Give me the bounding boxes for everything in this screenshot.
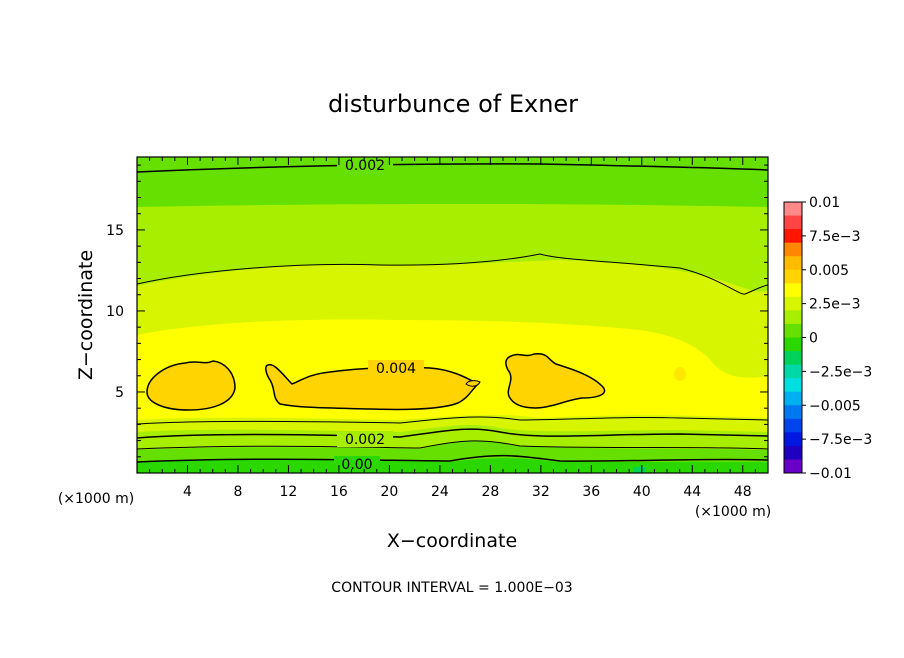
- colorbar: 0.01 7.5e−3 0.005 2.5e−3 0 −2.5e−3 −0.005 −7.5e…: [783, 195, 872, 482]
- y-axis: 5 10 15: [106, 164, 768, 458]
- colorbar-swatch: [784, 215, 802, 230]
- x-tick-label: 44: [683, 484, 701, 500]
- y-tick-label: 10: [106, 304, 124, 320]
- colorbar-swatch: [784, 310, 802, 325]
- contour-line-low-4: [137, 454, 768, 463]
- colorbar-swatch: [784, 242, 802, 257]
- y-tick-label: 15: [106, 223, 124, 239]
- colorbar-swatch: [784, 459, 802, 474]
- x-tick-label: 40: [633, 484, 651, 500]
- contour-line-top: [137, 163, 768, 173]
- x-tick-label: 12: [280, 484, 298, 500]
- colorbar-swatch: [784, 296, 802, 311]
- contour-interval-note: CONTOUR INTERVAL = 1.000E−03: [331, 580, 572, 596]
- x-tick-label: 32: [532, 484, 550, 500]
- contour-label-bg: [337, 431, 393, 447]
- colorbar-label: −7.5e−3: [809, 432, 872, 448]
- y-axis-title: Z−coordinate: [75, 250, 97, 380]
- y-tick-label: 5: [115, 385, 124, 401]
- colorbar-label: 0.005: [809, 263, 849, 279]
- colorbar-swatch: [784, 405, 802, 420]
- colorbar-swatch: [784, 418, 802, 433]
- contour-line-low-2: [137, 428, 768, 439]
- contour-labels: 0.002 0.004 0.002 0.00: [334, 157, 424, 473]
- contour-line-low-1: [137, 416, 768, 425]
- colorbar-swatch: [784, 337, 802, 352]
- ground-minimum-patch: [633, 467, 645, 473]
- colorbar-label: −2.5e−3: [809, 364, 872, 380]
- chart-title: disturbunce of Exner: [328, 90, 578, 118]
- blob-right: [505, 352, 606, 409]
- colorbar-label: −0.01: [809, 466, 852, 482]
- x-tick-label: 8: [233, 484, 242, 500]
- contour-label-ground: 0.00: [341, 457, 372, 473]
- blob-center: [265, 363, 480, 411]
- yellow-patch-right: [674, 367, 686, 381]
- colorbar-label: 0.01: [809, 195, 840, 211]
- colorbar-label: −0.005: [809, 398, 861, 414]
- blob-small-tail: [465, 380, 481, 387]
- colorbar-swatch: [784, 202, 802, 217]
- x-tick-label: 16: [330, 484, 348, 500]
- x-axis: 4 8 12 16 20 24 28 32 36 40 44 48: [149, 157, 756, 500]
- blob-left: [146, 360, 236, 411]
- colorbar-swatch: [784, 364, 802, 379]
- colorbar-label: 0: [809, 331, 818, 347]
- contour-label-bg: [334, 456, 380, 472]
- contour-label-middle: 0.004: [376, 361, 416, 377]
- band-ground-green: [137, 458, 768, 473]
- colorbar-swatch: [784, 283, 802, 298]
- colorbar-swatch: [784, 269, 802, 284]
- contour-line-low-3: [137, 440, 768, 450]
- contour-label-top: 0.002: [345, 158, 385, 174]
- contour-line-upper: [137, 253, 768, 295]
- x-unit-right: (×1000 m): [695, 504, 771, 520]
- x-tick-label: 36: [582, 484, 600, 500]
- colorbar-swatch: [784, 391, 802, 406]
- x-tick-label: 48: [734, 484, 752, 500]
- x-tick-label: 24: [431, 484, 449, 500]
- colorbar-label: 2.5e−3: [809, 297, 861, 313]
- x-tick-label: 20: [380, 484, 398, 500]
- x-axis-title: X−coordinate: [387, 530, 517, 552]
- colorbar-swatch: [784, 445, 802, 460]
- colorbar-swatch: [784, 229, 802, 244]
- x-tick-label: 28: [481, 484, 499, 500]
- x-unit-left: (×1000 m): [58, 491, 134, 507]
- colorbar-swatch: [784, 323, 802, 338]
- colorbar-swatch: [784, 256, 802, 271]
- colorbar-label: 7.5e−3: [809, 229, 861, 245]
- contour-label-bg: [337, 157, 393, 173]
- colorbar-swatch: [784, 351, 802, 366]
- colorbar-swatch: [784, 432, 802, 447]
- colorbar-swatch: [784, 378, 802, 393]
- x-tick-label: 4: [183, 484, 192, 500]
- contour-label-low: 0.002: [345, 432, 385, 448]
- contour-field: [137, 157, 768, 473]
- contour-label-bg: [368, 360, 424, 376]
